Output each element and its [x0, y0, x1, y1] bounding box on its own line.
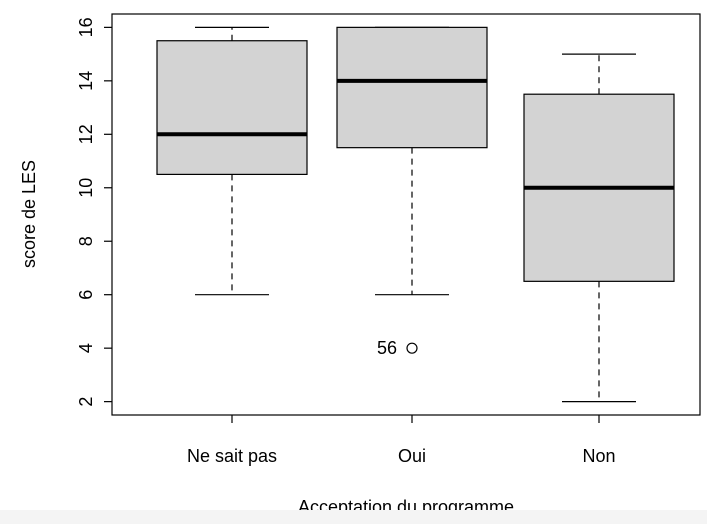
- outlier-label: 56: [377, 338, 397, 358]
- boxes: 56: [156, 26, 675, 403]
- x-tick-label: Non: [582, 446, 615, 466]
- y-tick-label: 6: [76, 290, 96, 300]
- y-tick-label: 14: [76, 71, 96, 91]
- box-2: 56: [336, 26, 488, 358]
- box-1: [156, 26, 308, 296]
- y-tick-label: 16: [76, 17, 96, 37]
- y-tick-label: 8: [76, 236, 96, 246]
- box-iqr: [336, 26, 488, 149]
- box-3: [523, 53, 675, 403]
- y-axis-label: score de LES: [19, 160, 39, 268]
- y-tick-label: 2: [76, 397, 96, 407]
- y-axis: 2 4 6 8 10 12 14 16: [76, 17, 112, 407]
- x-axis: Ne sait pas Oui Non: [187, 415, 616, 466]
- x-tick-label: Ne sait pas: [187, 446, 277, 466]
- box-iqr: [156, 40, 308, 176]
- plot-frame: [111, 13, 701, 416]
- outlier-point: [406, 342, 418, 354]
- y-tick-label: 12: [76, 124, 96, 144]
- x-tick-label: Oui: [398, 446, 426, 466]
- y-tick-label: 10: [76, 178, 96, 198]
- bottom-band: [0, 510, 707, 524]
- y-tick-label: 4: [76, 343, 96, 353]
